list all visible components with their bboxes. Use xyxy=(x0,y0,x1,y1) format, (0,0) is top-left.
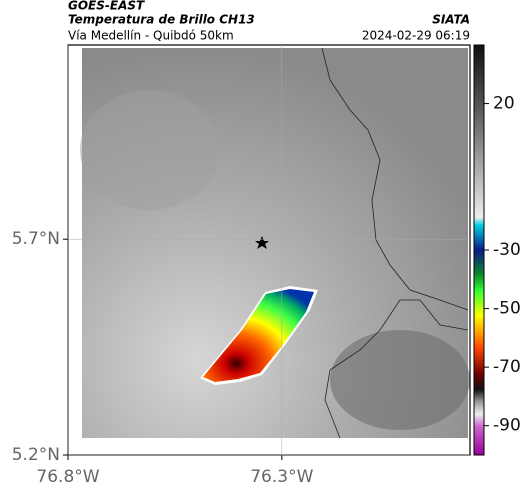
colorbar-tick-label: -30 xyxy=(493,240,521,260)
source: GOES-EAST xyxy=(68,0,145,13)
colorbar-tick-label: -90 xyxy=(493,416,521,436)
brand: SIATA xyxy=(432,13,470,27)
x-tick-label: 76.8°W xyxy=(36,467,99,487)
colorbar xyxy=(473,44,485,456)
colorbar-tick-label: 20 xyxy=(493,94,515,114)
title: Temperatura de Brillo CH13 xyxy=(68,13,255,27)
x-tick-label: 76.3°W xyxy=(250,467,313,487)
y-tick-label: 5.7°N xyxy=(12,229,60,249)
timestamp: 2024-02-29 06:19 xyxy=(362,29,470,43)
colorbar-tick-label: -70 xyxy=(493,357,521,377)
imagery xyxy=(80,47,470,439)
colorbar-tick-label: -50 xyxy=(493,299,521,319)
subtitle: Vía Medellín - Quibdó 50km xyxy=(68,29,234,43)
y-tick-label: 5.2°N xyxy=(12,445,60,465)
